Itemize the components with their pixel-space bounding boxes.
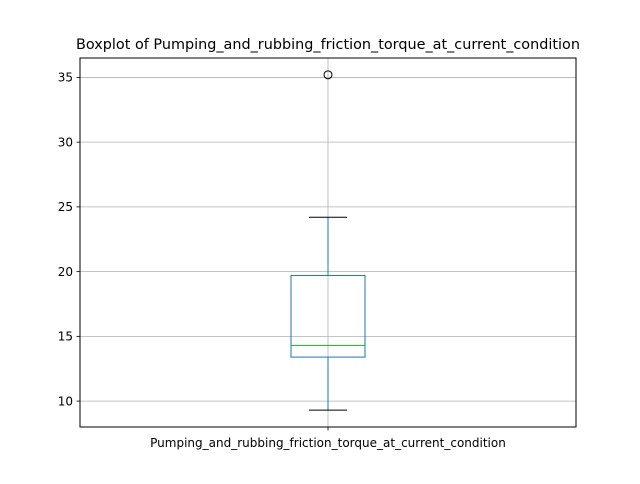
y-tick-label: 15	[58, 330, 73, 344]
y-tick-label: 20	[58, 265, 73, 279]
iqr-box	[290, 275, 366, 358]
y-tick-label: 10	[58, 394, 73, 408]
y-tick-label: 25	[58, 200, 73, 214]
outlier-point	[323, 70, 333, 80]
box-layer	[290, 70, 366, 411]
x-tick-label: Pumping_and_rubbing_friction_torque_at_c…	[150, 436, 506, 450]
y-tick-label: 30	[58, 135, 73, 149]
chart-title: Boxplot of Pumping_and_rubbing_friction_…	[76, 37, 580, 53]
tick-layer: 10 15 20 25 30 35 Pumping_and_rubbing_friction…	[58, 71, 506, 450]
y-tick-label: 35	[58, 71, 73, 85]
